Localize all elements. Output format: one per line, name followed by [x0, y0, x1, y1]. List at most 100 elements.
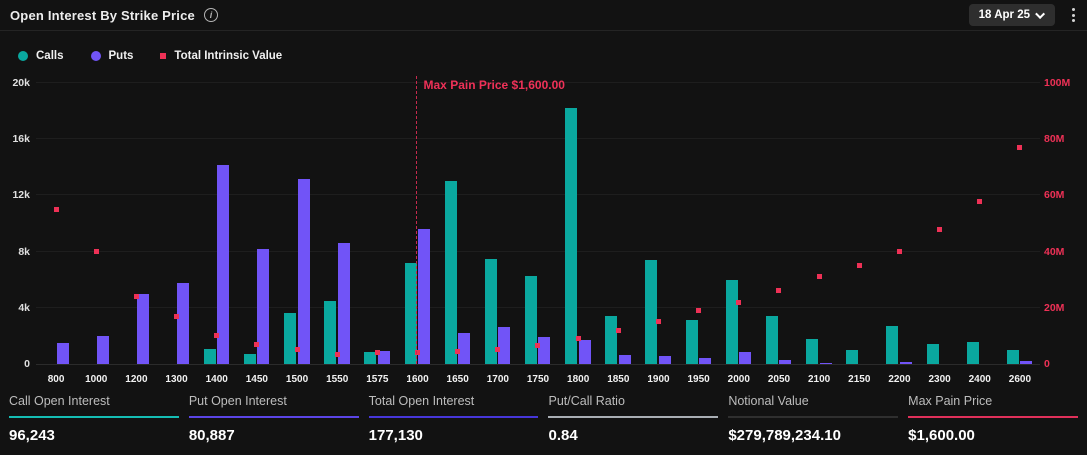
legend-item-calls[interactable]: Calls — [18, 50, 64, 62]
strike-group-1800[interactable]: 1800 — [558, 84, 598, 385]
intrinsic-value-dot[interactable] — [856, 263, 862, 269]
calls-bar[interactable] — [1006, 349, 1019, 364]
intrinsic-value-dot[interactable] — [615, 327, 621, 333]
intrinsic-value-dot[interactable] — [495, 347, 501, 353]
intrinsic-value-dot[interactable] — [174, 313, 180, 319]
calls-bar[interactable] — [886, 326, 899, 364]
calls-bar[interactable] — [725, 279, 738, 364]
puts-bar[interactable] — [257, 248, 270, 364]
intrinsic-value-dot[interactable] — [696, 308, 702, 314]
intrinsic-value-dot[interactable] — [294, 347, 300, 353]
intrinsic-value-dot[interactable] — [415, 350, 421, 356]
expiry-date-selector[interactable]: 18 Apr 25 — [968, 4, 1055, 26]
strike-group-1850[interactable]: 1850 — [598, 84, 638, 385]
strike-group-1200[interactable]: 1200 — [116, 84, 156, 385]
strike-group-1400[interactable]: 1400 — [197, 84, 237, 385]
intrinsic-value-dot[interactable] — [214, 333, 220, 339]
calls-bar[interactable] — [444, 181, 457, 364]
strike-group-2050[interactable]: 2050 — [759, 84, 799, 385]
calls-bar[interactable] — [404, 262, 417, 364]
calls-bar[interactable] — [685, 320, 698, 364]
puts-bar[interactable] — [739, 352, 752, 364]
plot-area[interactable]: 0 0 4k 20M 8k 40M 12k 60M 16k 80M 20k 100M 800 1000 12… — [12, 76, 1070, 385]
intrinsic-value-dot[interactable] — [53, 206, 59, 212]
strike-group-1700[interactable]: 1700 — [478, 84, 518, 385]
puts-bar[interactable] — [538, 337, 551, 364]
calls-bar[interactable] — [364, 352, 377, 364]
puts-bar[interactable] — [297, 178, 310, 364]
calls-bar[interactable] — [484, 258, 497, 364]
strike-group-1300[interactable]: 1300 — [156, 84, 196, 385]
puts-bar[interactable] — [418, 229, 431, 364]
calls-bar[interactable] — [203, 348, 216, 364]
intrinsic-value-dot[interactable] — [93, 249, 99, 255]
calls-bar[interactable] — [765, 316, 778, 364]
strike-group-1750[interactable]: 1750 — [518, 84, 558, 385]
intrinsic-value-dot[interactable] — [776, 288, 782, 294]
intrinsic-value-dot[interactable] — [736, 299, 742, 305]
puts-bar[interactable] — [177, 282, 190, 364]
intrinsic-value-dot[interactable] — [575, 336, 581, 342]
strike-group-1500[interactable]: 1500 — [277, 84, 317, 385]
strike-group-1000[interactable]: 1000 — [76, 84, 116, 385]
strike-group-2400[interactable]: 2400 — [960, 84, 1000, 385]
strike-group-2600[interactable]: 2600 — [1000, 84, 1040, 385]
calls-bar[interactable] — [524, 275, 537, 364]
puts-bar[interactable] — [578, 340, 591, 364]
puts-bar[interactable] — [498, 327, 511, 364]
intrinsic-value-dot[interactable] — [655, 319, 661, 325]
intrinsic-value-dot[interactable] — [816, 274, 822, 280]
calls-bar[interactable] — [284, 313, 297, 364]
calls-bar[interactable] — [243, 354, 256, 364]
strike-group-1950[interactable]: 1950 — [679, 84, 719, 385]
puts-bar[interactable] — [819, 362, 832, 364]
intrinsic-value-dot[interactable] — [455, 348, 461, 354]
calls-bar[interactable] — [846, 349, 859, 364]
calls-bar[interactable] — [645, 260, 658, 364]
puts-bar[interactable] — [377, 351, 390, 364]
puts-bar[interactable] — [899, 361, 912, 364]
intrinsic-value-dot[interactable] — [133, 294, 139, 300]
intrinsic-value-dot[interactable] — [1017, 145, 1023, 151]
calls-bar[interactable] — [565, 108, 578, 364]
puts-bar[interactable] — [1020, 361, 1033, 364]
puts-bar[interactable] — [658, 355, 671, 364]
intrinsic-value-dot[interactable] — [374, 350, 380, 356]
legend-item-intrinsic[interactable]: Total Intrinsic Value — [160, 50, 282, 62]
strike-group-1550[interactable]: 1550 — [317, 84, 357, 385]
puts-bar[interactable] — [618, 354, 631, 364]
strike-group-2000[interactable]: 2000 — [719, 84, 759, 385]
calls-bar[interactable] — [966, 341, 979, 364]
intrinsic-value-dot[interactable] — [896, 249, 902, 255]
calls-bar[interactable] — [806, 338, 819, 364]
intrinsic-value-dot[interactable] — [334, 351, 340, 357]
intrinsic-value-dot[interactable] — [254, 341, 260, 347]
puts-bar[interactable] — [56, 342, 69, 364]
calls-bar[interactable] — [926, 344, 939, 364]
intrinsic-value-dot[interactable] — [937, 226, 943, 232]
puts-bar[interactable] — [96, 335, 109, 364]
strike-group-2200[interactable]: 2200 — [879, 84, 919, 385]
strike-group-800[interactable]: 800 — [36, 84, 76, 385]
strike-group-1600[interactable]: 1600 — [397, 84, 437, 385]
strike-group-2300[interactable]: 2300 — [920, 84, 960, 385]
legend-item-puts[interactable]: Puts — [90, 50, 133, 62]
strike-group-1650[interactable]: 1650 — [438, 84, 478, 385]
puts-bar[interactable] — [699, 357, 712, 364]
strike-group-2150[interactable]: 2150 — [839, 84, 879, 385]
puts-bar[interactable] — [779, 359, 792, 364]
intrinsic-value-dot[interactable] — [977, 198, 983, 204]
strike-group-1575[interactable]: 1575 — [357, 84, 397, 385]
strike-group-1450[interactable]: 1450 — [237, 84, 277, 385]
calls-bar[interactable] — [605, 316, 618, 364]
kebab-menu-icon[interactable] — [1070, 6, 1077, 24]
puts-bar[interactable] — [337, 243, 350, 364]
info-icon[interactable]: i — [203, 8, 218, 22]
strike-group-1900[interactable]: 1900 — [638, 84, 678, 385]
puts-bar[interactable] — [136, 293, 149, 364]
intrinsic-value-dot[interactable] — [535, 343, 541, 349]
puts-bar[interactable] — [217, 164, 230, 364]
calls-bar[interactable] — [324, 300, 337, 364]
strike-group-2100[interactable]: 2100 — [799, 84, 839, 385]
puts-bar[interactable] — [458, 333, 471, 364]
